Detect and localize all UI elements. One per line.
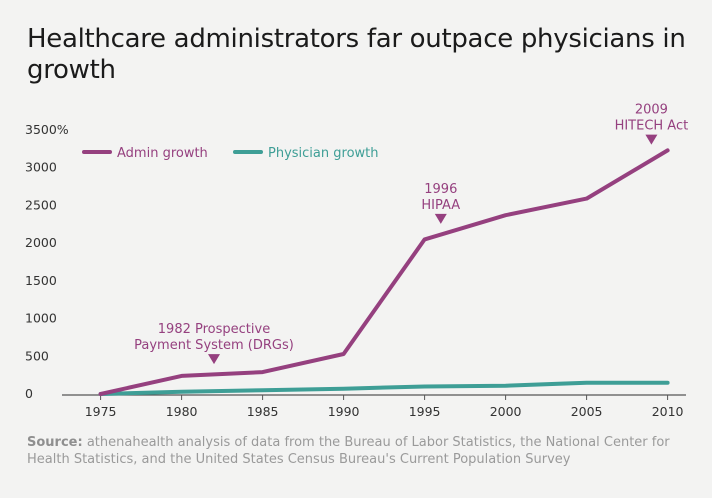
admin-growth-line bbox=[98, 148, 670, 396]
legend: Admin growth Physician growth bbox=[82, 146, 379, 161]
annotation-marker bbox=[208, 354, 220, 365]
y-tick-label: 3000 bbox=[25, 160, 57, 175]
y-tick-label: 2500 bbox=[25, 197, 57, 212]
x-tick-label: 2010 bbox=[652, 404, 684, 419]
annotation-label: Payment System (DRGs) bbox=[134, 338, 294, 353]
annotation-label: 1996 bbox=[424, 182, 457, 197]
annotation-label: 2009 bbox=[635, 103, 668, 118]
source-note: Source: athenahealth analysis of data fr… bbox=[27, 434, 687, 468]
y-tick-label: 2000 bbox=[25, 235, 57, 250]
x-tick-label: 2005 bbox=[571, 404, 603, 419]
y-tick-label: 3500% bbox=[25, 122, 69, 137]
x-tick-label: 1990 bbox=[328, 404, 360, 419]
y-tick-label: 0 bbox=[25, 386, 33, 401]
x-tick-label: 1985 bbox=[247, 404, 279, 419]
legend-label: Physician growth bbox=[268, 146, 379, 161]
x-tick-label: 1980 bbox=[166, 404, 198, 419]
annotation-marker bbox=[434, 213, 447, 224]
y-tick-label: 1500 bbox=[25, 273, 57, 288]
physician-growth-line bbox=[98, 380, 670, 396]
source-text: athenahealth analysis of data from the B… bbox=[27, 435, 670, 467]
x-tick-label: 1975 bbox=[85, 404, 117, 419]
annotation-label: HIPAA bbox=[421, 198, 460, 213]
y-axis-ticks: 0 500 1000 1500 2000 2500 3000 3500% bbox=[25, 122, 69, 401]
chart-title: Healthcare administrators far outpace ph… bbox=[27, 24, 686, 85]
annotation-marker bbox=[645, 134, 658, 145]
annotation-label: HITECH Act bbox=[615, 119, 689, 134]
legend-label: Admin growth bbox=[117, 146, 208, 161]
y-tick-label: 500 bbox=[25, 348, 49, 363]
x-tick-label: 2000 bbox=[490, 404, 522, 419]
series-lines bbox=[98, 148, 670, 396]
x-axis: 1975 1980 1985 1990 1995 2000 2005 2010 bbox=[62, 394, 686, 419]
x-tick-label: 1995 bbox=[409, 404, 441, 419]
annotation-label: 1982 Prospective bbox=[158, 322, 270, 337]
source-label: Source: bbox=[27, 435, 83, 450]
y-tick-label: 1000 bbox=[25, 311, 57, 326]
